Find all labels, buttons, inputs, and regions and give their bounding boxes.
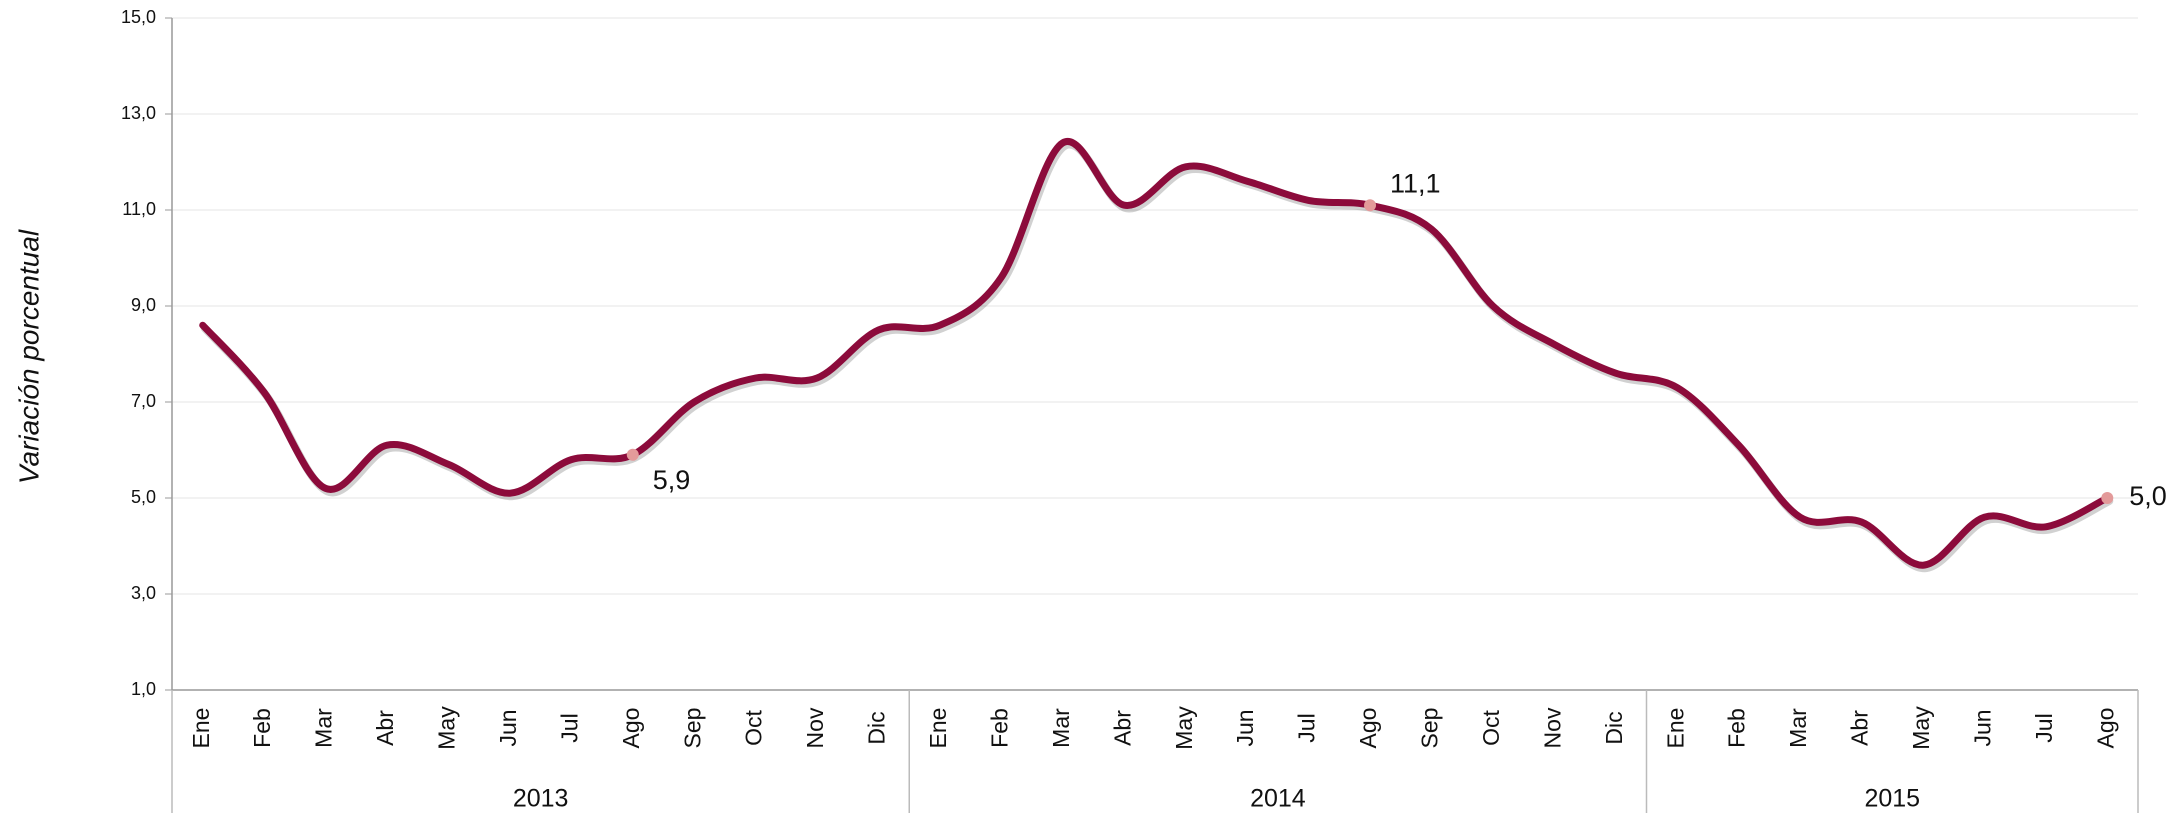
group-label: 2015 xyxy=(1864,785,1920,813)
x-tick-label: Feb xyxy=(249,708,275,748)
y-tick-label: 3,0 xyxy=(131,583,156,603)
point-marker xyxy=(2101,492,2114,504)
x-tick-label: Jun xyxy=(1232,709,1258,746)
data-label: 5,0 xyxy=(2129,481,2167,511)
x-tick-label: Mar xyxy=(1048,708,1074,748)
x-tick-label: Jul xyxy=(2031,713,2057,742)
x-tick-label: Abr xyxy=(1109,710,1135,746)
x-tick-label: Nov xyxy=(1539,707,1565,748)
x-tick-label: May xyxy=(434,706,460,750)
x-tick-label: Ago xyxy=(1355,708,1381,749)
x-tick-label: Ene xyxy=(1662,708,1688,749)
x-tick-label: Nov xyxy=(802,707,828,748)
x-tick-label: Feb xyxy=(986,708,1012,748)
x-tick-label: Jul xyxy=(1294,713,1320,742)
line-shadow xyxy=(200,140,2114,573)
y-axis-title: Variación porcentual xyxy=(13,229,44,484)
x-tick-label: Oct xyxy=(1478,710,1504,746)
x-tick-label: Ene xyxy=(188,708,214,749)
point-marker xyxy=(626,448,639,461)
x-tick-label: Ago xyxy=(2092,708,2118,749)
y-tick-label: 11,0 xyxy=(122,199,156,219)
y-tick-label: 15,0 xyxy=(121,7,156,27)
x-tick-label: Sep xyxy=(679,708,705,749)
x-tick-label: Mar xyxy=(311,708,337,748)
x-tick-label: Mar xyxy=(1785,708,1811,748)
x-tick-label: Feb xyxy=(1724,708,1750,748)
x-tick-label: Abr xyxy=(372,710,398,746)
y-tick-label: 1,0 xyxy=(131,679,156,699)
x-tick-label: Jun xyxy=(1969,709,1995,746)
x-tick-label: Ene xyxy=(925,708,951,749)
point-marker xyxy=(1364,199,1377,212)
x-tick-label: May xyxy=(1171,706,1197,750)
y-tick-label: 9,0 xyxy=(131,295,156,315)
x-tick-label: Sep xyxy=(1417,708,1443,749)
y-tick-label: 13,0 xyxy=(121,103,156,123)
x-tick-label: Jun xyxy=(495,709,521,746)
x-tick-label: May xyxy=(1908,706,1934,750)
line xyxy=(199,138,2111,569)
x-tick-label: Oct xyxy=(741,710,767,746)
y-tick-label: 5,0 xyxy=(131,487,156,507)
x-tick-label: Abr xyxy=(1847,710,1873,746)
x-tick-label: Ago xyxy=(618,708,644,749)
data-label: 11,1 xyxy=(1390,168,1441,198)
group-label: 2013 xyxy=(513,785,569,813)
data-label: 5,9 xyxy=(653,465,691,495)
y-tick-label: 7,0 xyxy=(131,391,156,411)
x-tick-label: Jul xyxy=(556,713,582,742)
group-label: 2014 xyxy=(1250,785,1306,813)
x-tick-label: Dic xyxy=(864,711,890,744)
x-tick-label: Dic xyxy=(1601,711,1627,744)
